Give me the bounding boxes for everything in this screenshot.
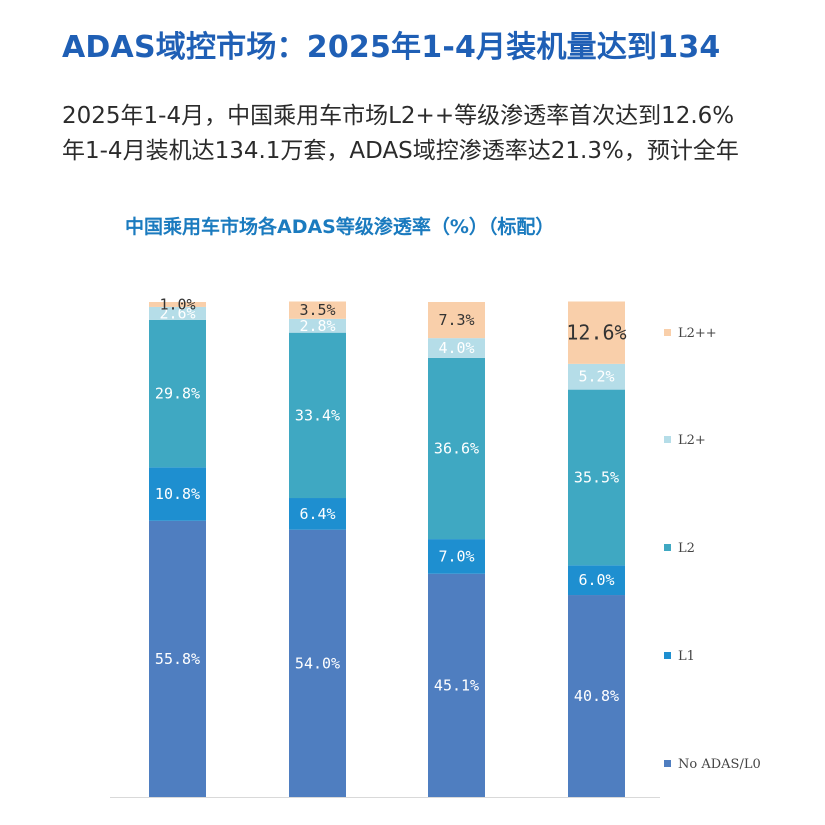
data-label-no-adas-l0-4: 40.8%	[574, 687, 619, 705]
bar-segment-l2-2	[289, 332, 346, 499]
summary-line-2: 年1-4月装机达134.1万套，ADAS域控渗透率达21.3%，预计全年	[62, 138, 739, 164]
data-label-l2-3: 36.6%	[434, 440, 479, 458]
legend-swatch-no-adas-l0	[664, 760, 671, 767]
data-label-l2--3: 4.0%	[438, 339, 474, 357]
legend-label-l2: L2	[678, 541, 695, 556]
chart-title: 中国乘用车市场各ADAS等级渗透率（%）（标配）	[125, 216, 555, 238]
bar-segment-l1-2	[289, 498, 346, 530]
bar-segment-l2--1	[149, 306, 206, 320]
data-label-l2-4: 35.5%	[574, 468, 619, 486]
bar-segment-l2--2	[289, 301, 346, 319]
bar-segment-no-adas-l0-1	[149, 520, 206, 797]
summary-line-1: 2025年1-4月，中国乘用车市场L2++等级渗透率首次达到12.6%	[62, 103, 735, 129]
bar-segment-l1-4	[568, 565, 625, 596]
legend-label-l2-: L2++	[678, 326, 717, 341]
data-label-l2--1: 2.6%	[159, 304, 195, 322]
legend-swatch-l2-	[664, 329, 671, 336]
data-label-l1-2: 6.4%	[299, 505, 335, 523]
page-title: ADAS域控市场：2025年1-4月装机量达到134	[62, 30, 721, 65]
data-label-l2--4: 5.2%	[578, 368, 614, 386]
data-label-l2-2: 33.4%	[295, 406, 340, 424]
legend-swatch-l2	[664, 544, 671, 551]
bar-segment-l2--3	[428, 302, 485, 339]
bar-segment-l2-1	[149, 319, 206, 468]
legend-label-l2-: L2+	[678, 433, 706, 448]
data-label-no-adas-l0-3: 45.1%	[434, 676, 479, 694]
data-label-l1-4: 6.0%	[578, 571, 614, 589]
bar-segment-l2--2	[289, 318, 346, 333]
legend-label-no-adas-l0: No ADAS/L0	[678, 757, 761, 772]
bar-segment-l2--1	[149, 302, 206, 307]
legend-swatch-l2-	[664, 436, 671, 443]
legend-label-l1: L1	[678, 649, 695, 664]
data-label-l1-1: 10.8%	[155, 485, 200, 503]
bar-segment-no-adas-l0-2	[289, 529, 346, 797]
bar-segment-l2--3	[428, 338, 485, 358]
bar-segment-l1-1	[149, 467, 206, 521]
bar-segment-l2--4	[568, 363, 625, 390]
bar-segment-l1-3	[428, 539, 485, 574]
data-label-l2--4: 12.6%	[566, 321, 626, 345]
data-label-l2--2: 3.5%	[299, 301, 335, 319]
bar-segment-l2-3	[428, 357, 485, 540]
legend-swatch-l1	[664, 652, 671, 659]
data-label-no-adas-l0-1: 55.8%	[155, 650, 200, 668]
bar-segment-l2-4	[568, 389, 625, 566]
data-label-l1-3: 7.0%	[438, 547, 474, 565]
data-label-l2--2: 2.8%	[299, 317, 335, 335]
bar-segment-l2--4	[568, 301, 625, 364]
bar-segment-no-adas-l0-3	[428, 573, 485, 797]
data-label-l2-1: 29.8%	[155, 385, 200, 403]
data-label-l2--1: 1.0%	[159, 295, 195, 313]
data-label-no-adas-l0-2: 54.0%	[295, 654, 340, 672]
data-label-l2--3: 7.3%	[438, 311, 474, 329]
bar-segment-no-adas-l0-4	[568, 595, 625, 797]
